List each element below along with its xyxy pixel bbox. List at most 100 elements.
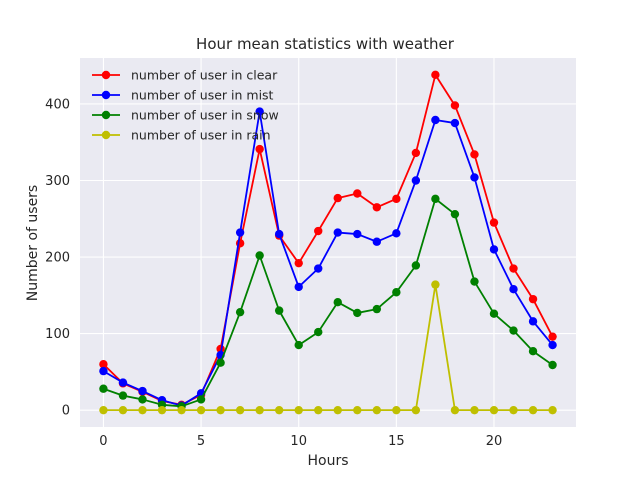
data-point [450,101,460,110]
data-point [138,395,147,404]
data-point [431,115,440,125]
series-3 [99,194,557,411]
data-point [372,237,382,246]
data-point [99,360,108,369]
y-tick-label: 0 [62,404,70,419]
chart-title: Hour mean statistics with weather [196,35,455,53]
data-point [392,405,401,415]
data-point [157,405,167,415]
data-point [314,226,323,236]
legend-entry: number of user in rain [92,128,271,143]
data-point [235,307,245,317]
legend-entry: number of user in mist [92,88,274,103]
legend-marker [101,90,111,100]
data-point [274,405,284,415]
data-point [470,405,479,415]
data-point [509,285,518,294]
data-point [489,218,499,227]
data-point [314,405,323,415]
data-point [528,347,538,356]
data-point [99,366,108,376]
data-point [548,360,557,370]
x-tick-label: 15 [388,434,405,449]
data-point [314,264,323,273]
legend-label: number of user in rain [131,128,271,143]
plot-area [80,58,576,427]
x-axis-label: Hours [307,453,348,469]
data-point [431,70,440,80]
data-point [489,405,499,415]
data-point [509,405,518,415]
data-point [294,282,303,292]
data-point [548,340,557,350]
legend-label: number of user in snow [131,108,279,123]
data-point [372,203,382,212]
data-point [353,189,362,198]
data-point [392,194,401,204]
data-point [372,405,382,415]
data-point [450,209,460,219]
data-point [470,150,479,159]
data-point [314,327,323,337]
x-tick-label: 0 [99,434,107,449]
data-point [255,405,264,415]
legend-entry: number of user in clear [92,68,278,83]
data-point [255,144,264,154]
data-point [509,264,518,273]
data-point [450,118,460,128]
data-point [489,245,499,254]
legend-label: number of user in mist [131,88,274,103]
data-point [333,228,342,237]
data-point [294,340,303,350]
data-point [294,258,303,268]
data-point [372,304,382,314]
data-point [333,193,342,203]
data-point [196,405,206,415]
data-point [274,229,284,239]
data-point [528,405,538,415]
y-tick-label: 300 [45,174,70,189]
legend-marker [101,130,111,140]
data-point [489,309,499,318]
data-point [411,261,421,270]
data-point [450,405,460,415]
data-point [509,326,518,335]
data-point [216,405,225,415]
data-point [99,405,108,415]
legend: number of user in clear number of user in… [92,68,279,143]
series-4 [99,280,557,415]
data-point [548,405,557,415]
data-point [411,176,421,185]
data-point [470,277,479,286]
data-point [431,280,440,289]
data-point [138,386,147,396]
data-point [274,306,284,315]
data-point [196,395,206,404]
y-axis-label: Number of users [25,185,41,301]
data-point [216,358,225,367]
x-tick-label: 5 [197,434,205,449]
data-point [255,251,264,260]
y-tick-label: 400 [45,97,70,112]
data-point [353,405,362,415]
data-point [411,148,421,158]
data-point [99,384,108,393]
data-point [528,317,538,326]
data-point [177,405,186,415]
legend-marker [101,70,111,80]
data-point [138,405,147,415]
data-point [333,405,342,415]
data-point [294,405,303,415]
legend-label: number of user in clear [131,68,278,83]
data-point [548,332,557,341]
data-point [235,228,245,237]
data-point [118,391,128,400]
x-tick-label: 20 [486,434,503,449]
data-point [431,194,440,204]
data-point [411,405,421,415]
data-point [118,405,128,415]
data-point [255,107,264,116]
legend-entry: number of user in snow [92,108,279,123]
